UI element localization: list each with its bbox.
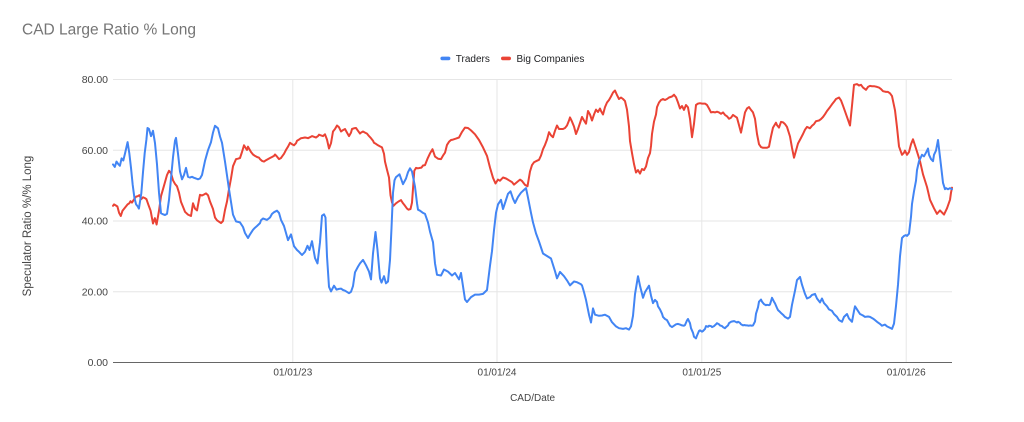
svg-text:01/01/25: 01/01/25	[682, 368, 721, 379]
svg-text:20.00: 20.00	[82, 286, 108, 298]
svg-text:01/01/23: 01/01/23	[273, 368, 312, 379]
svg-text:01/01/26: 01/01/26	[887, 368, 926, 379]
svg-text:CAD/Date: CAD/Date	[510, 393, 555, 404]
svg-text:40.00: 40.00	[82, 216, 108, 228]
svg-text:0.00: 0.00	[88, 357, 109, 369]
svg-text:Traders: Traders	[456, 54, 490, 65]
svg-text:Speculator Ratio %/% Long: Speculator Ratio %/% Long	[22, 156, 34, 297]
svg-text:01/01/24: 01/01/24	[478, 368, 517, 379]
svg-text:Big Companies: Big Companies	[517, 54, 585, 65]
svg-text:CAD Large Ratio % Long: CAD Large Ratio % Long	[22, 22, 196, 39]
svg-text:80.00: 80.00	[82, 74, 108, 86]
svg-text:60.00: 60.00	[82, 145, 108, 157]
